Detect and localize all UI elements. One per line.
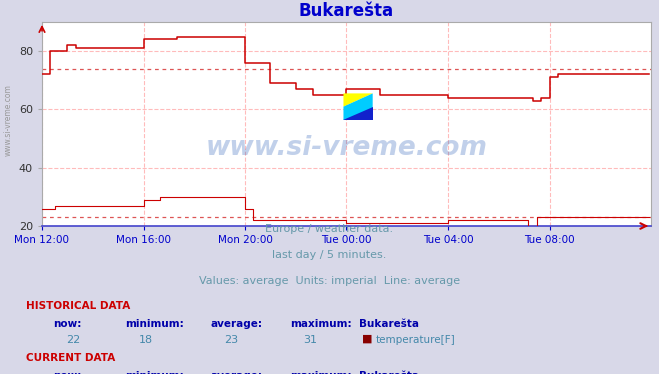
Text: www.si-vreme.com: www.si-vreme.com [206,135,488,162]
Text: minimum:: minimum: [125,319,184,328]
Polygon shape [343,94,373,107]
Text: Europe / weather data.: Europe / weather data. [266,224,393,234]
Title: Bukarešta: Bukarešta [299,3,394,21]
Text: minimum:: minimum: [125,371,184,374]
Text: 22: 22 [66,335,80,345]
Text: Bukarešta: Bukarešta [359,319,419,328]
Text: now:: now: [53,319,81,328]
Text: maximum:: maximum: [290,371,352,374]
Text: Values: average  Units: imperial  Line: average: Values: average Units: imperial Line: av… [199,276,460,286]
Text: www.si-vreme.com: www.si-vreme.com [3,84,13,156]
Text: average:: average: [211,319,263,328]
Text: CURRENT DATA: CURRENT DATA [26,353,115,363]
Text: maximum:: maximum: [290,319,352,328]
Text: Bukarešta: Bukarešta [359,371,419,374]
Text: 23: 23 [224,335,238,345]
Text: 31: 31 [303,335,317,345]
Text: 18: 18 [138,335,152,345]
Text: average:: average: [211,371,263,374]
Text: temperature[F]: temperature[F] [376,335,455,345]
Text: ■: ■ [362,334,373,344]
Text: now:: now: [53,371,81,374]
Polygon shape [343,107,373,120]
Text: last day / 5 minutes.: last day / 5 minutes. [272,250,387,260]
Polygon shape [343,94,373,120]
Text: HISTORICAL DATA: HISTORICAL DATA [26,301,130,310]
